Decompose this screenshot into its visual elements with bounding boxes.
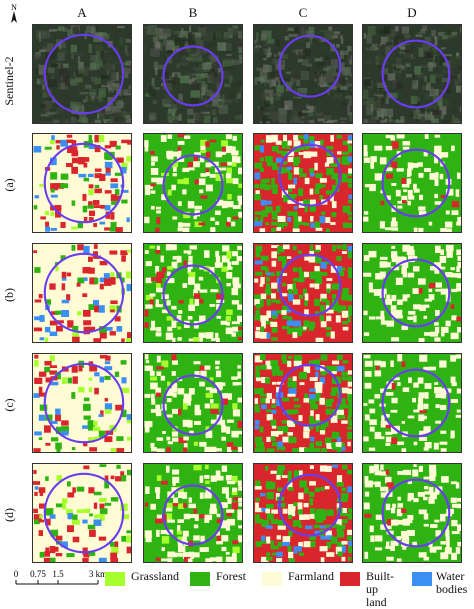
row-label-sentinel: Sentinel-2 — [2, 41, 18, 121]
row-label-d: (d) — [2, 475, 18, 555]
scale-tick-1: 0.75 — [30, 569, 46, 579]
land-cover-map-panel — [362, 133, 462, 233]
row-label-a: (a) — [2, 145, 18, 225]
satellite-image-panel — [32, 24, 132, 124]
column-header-d: D — [362, 5, 462, 21]
land-cover-map-panel — [253, 353, 353, 453]
column-header-a: A — [32, 5, 132, 21]
land-cover-map-panel — [362, 243, 462, 343]
scale-tick-0: 0 — [14, 569, 19, 579]
legend-swatch-built-up — [340, 572, 360, 586]
land-cover-map-panel — [253, 133, 353, 233]
north-label: N — [11, 3, 17, 12]
land-cover-map-panel — [32, 243, 132, 343]
legend-label-built-up: Built-up land — [366, 570, 394, 609]
land-cover-map-panel — [32, 463, 132, 563]
row-label-b: (b) — [2, 255, 18, 335]
land-cover-map-panel — [143, 463, 243, 563]
land-cover-map-panel — [32, 133, 132, 233]
satellite-image-panel — [362, 24, 462, 124]
land-cover-map-panel — [143, 133, 243, 233]
land-cover-map-panel — [143, 243, 243, 343]
legend-label-grassland: Grassland — [131, 570, 179, 583]
land-cover-map-panel — [362, 463, 462, 563]
land-cover-map-panel — [253, 243, 353, 343]
land-cover-map-panel — [32, 353, 132, 453]
satellite-image-panel — [143, 24, 243, 124]
scale-bar: 0 0.75 1.5 3 km — [12, 568, 112, 596]
land-cover-map-panel — [362, 353, 462, 453]
north-arrow-icon: N — [8, 2, 20, 24]
legend-swatch-water — [412, 572, 432, 586]
scale-tick-2: 1.5 — [52, 569, 64, 579]
legend-label-forest: Forest — [216, 570, 246, 583]
land-cover-map-panel — [253, 463, 353, 563]
column-header-c: C — [253, 5, 353, 21]
legend-swatch-forest — [190, 572, 210, 586]
satellite-image-panel — [253, 24, 353, 124]
legend-swatch-farmland — [262, 572, 282, 586]
legend-label-water: Water bodies — [436, 570, 467, 596]
legend-swatch-grassland — [105, 572, 125, 586]
row-label-c: (c) — [2, 365, 18, 445]
column-header-b: B — [143, 5, 243, 21]
land-cover-map-panel — [143, 353, 243, 453]
legend-label-farmland: Farmland — [288, 570, 334, 583]
